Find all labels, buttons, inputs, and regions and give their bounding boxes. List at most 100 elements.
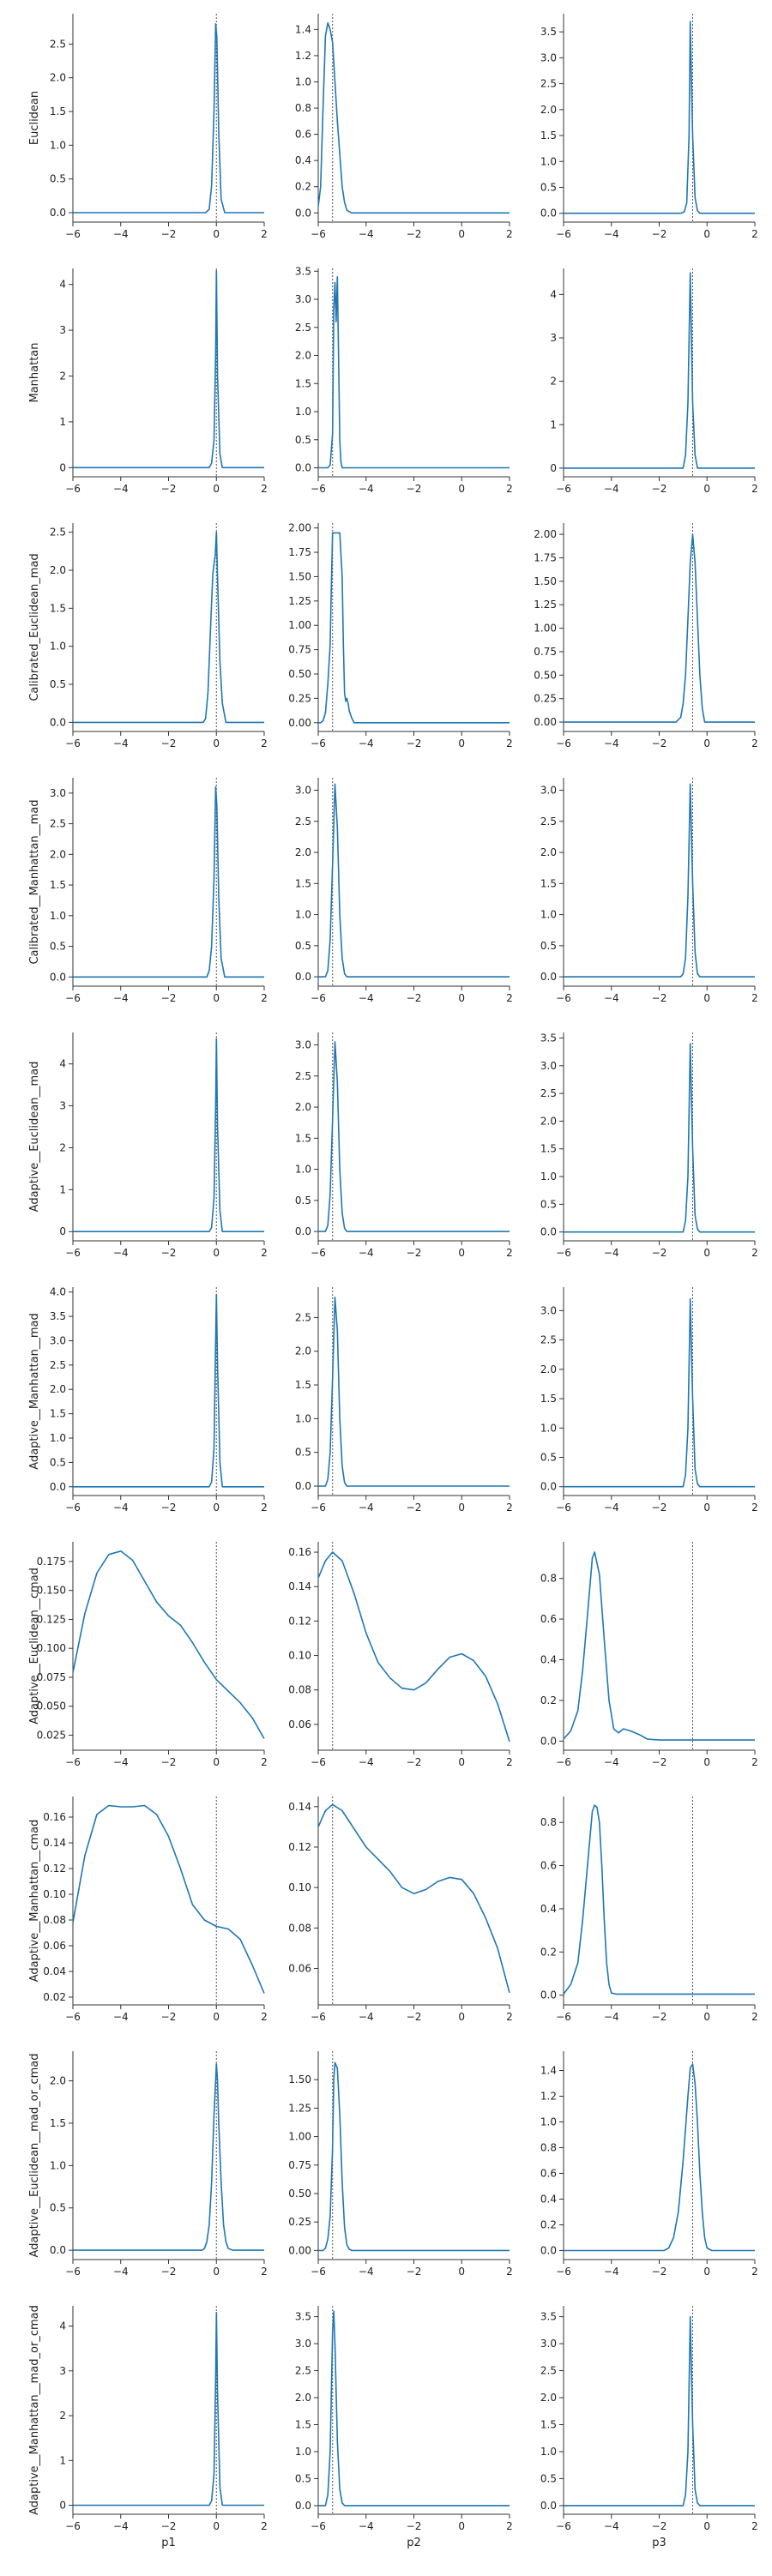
y-tick-label: 1.00 [534, 623, 557, 635]
x-tick-label: −6 [311, 1756, 326, 1768]
x-tick-label: −2 [161, 992, 177, 1004]
subplot-r8-c2: −6 −4 −2 0 2 0.0 0.2 0.4 0.6 0.8 1.0 1.2 1.4 [540, 2051, 758, 2278]
y-tick-label: 0.08 [288, 1922, 311, 1934]
y-tick-label: 1 [59, 1183, 66, 1195]
y-tick-label: 2.5 [50, 1359, 66, 1371]
y-tick-label: 2.5 [295, 1070, 311, 1082]
x-tick-label: 2 [261, 992, 268, 1004]
x-tick-label: −6 [65, 2520, 81, 2532]
y-tick-label: 1.00 [288, 619, 311, 631]
y-tick-label: 2.5 [540, 816, 557, 828]
y-tick-label: 0.0 [295, 971, 311, 983]
y-axis-label: Calibrated_Euclidean_mad [28, 553, 41, 701]
y-tick-label: 2.5 [295, 2365, 311, 2377]
x-tick-label: 0 [703, 2011, 710, 2023]
x-tick-label: −2 [161, 1502, 177, 1514]
density-line [563, 1804, 755, 1995]
y-tick-label: 0.25 [288, 2216, 311, 2228]
y-tick-label: 2.0 [540, 2392, 557, 2404]
y-tick-label: 2.0 [295, 2392, 311, 2404]
subplot-r1-c0: −6 −4 −2 0 2 0 1 2 3 4 Manhattan [28, 268, 268, 495]
y-tick-label: 0.06 [288, 1718, 311, 1730]
y-tick-label: 0.14 [43, 1837, 66, 1849]
x-tick-label: −6 [556, 2266, 571, 2278]
y-tick-label: 0.10 [43, 1888, 66, 1900]
y-tick-label: 2.0 [540, 846, 557, 858]
x-tick-label: 0 [213, 228, 220, 240]
y-tick-label: 0 [550, 462, 557, 474]
y-tick-label: 2.0 [50, 1383, 66, 1395]
x-tick-label: 0 [703, 1502, 710, 1514]
subplot-r8-c0: −6 −4 −2 0 2 0.0 0.5 1.0 1.5 2.0 Adaptive__Euclide… [28, 2051, 268, 2278]
x-tick-label: −2 [161, 483, 177, 495]
y-tick-label: 0.0 [295, 2500, 311, 2512]
density-line [564, 1043, 755, 1233]
x-tick-label: 0 [458, 2520, 465, 2532]
y-tick-label: 0.0 [50, 1481, 66, 1493]
x-tick-label: −2 [161, 2011, 177, 2023]
y-tick-label: 0.25 [288, 692, 311, 704]
density-line [564, 272, 755, 469]
x-tick-label: −6 [311, 2011, 326, 2023]
y-tick-label: 3 [59, 1100, 66, 1112]
x-tick-label: 2 [506, 1502, 513, 1514]
y-tick-label: 0.12 [43, 1863, 66, 1875]
x-tick-label: 0 [213, 1247, 220, 1259]
subplot-r1-c2: −6 −4 −2 0 2 0 1 2 3 4 [550, 268, 758, 495]
y-axis-label: Manhattan [28, 342, 41, 402]
x-tick-label: −6 [311, 1247, 326, 1259]
y-tick-label: 3.0 [540, 1304, 557, 1316]
y-tick-label: 1.0 [295, 909, 311, 921]
density-line [72, 1804, 265, 1994]
y-tick-label: 1.0 [295, 406, 311, 418]
y-tick-label: 1.0 [295, 1412, 311, 1424]
y-tick-label: 0.100 [37, 1642, 66, 1654]
density-line [317, 1803, 510, 1994]
y-tick-label: 0.125 [37, 1613, 66, 1625]
density-line [563, 1551, 755, 1741]
y-tick-label: 0.0 [540, 2500, 557, 2512]
y-tick-label: 3.5 [295, 265, 311, 277]
y-tick-label: 2.5 [540, 78, 557, 90]
x-tick-label: 2 [751, 992, 758, 1004]
y-tick-label: 0 [59, 461, 66, 473]
x-tick-label: −6 [311, 992, 326, 1004]
x-tick-label: 2 [751, 1502, 758, 1514]
y-tick-label: 0 [59, 1225, 66, 1237]
subplot-r5-c2: −6 −4 −2 0 2 0.0 0.5 1.0 1.5 2.0 2.5 3.0 [540, 1287, 758, 1514]
x-tick-label: −6 [311, 1502, 326, 1514]
x-tick-label: 2 [261, 1756, 268, 1768]
y-tick-label: 0.6 [295, 129, 311, 141]
x-tick-label: −2 [652, 2520, 667, 2532]
y-tick-label: 0.75 [288, 644, 311, 656]
y-tick-label: 2.00 [288, 522, 311, 534]
y-tick-label: 1.5 [540, 877, 557, 889]
x-axis-label: p2 [407, 2537, 421, 2549]
x-tick-label: 0 [213, 1502, 220, 1514]
x-tick-label: 2 [261, 737, 268, 749]
x-tick-label: 0 [213, 2011, 220, 2023]
y-tick-label: 0.14 [288, 1801, 311, 1813]
y-tick-label: 1.25 [534, 599, 557, 611]
x-tick-label: −2 [652, 992, 667, 1004]
x-tick-label: 2 [751, 2011, 758, 2023]
x-tick-label: 2 [506, 2520, 513, 2532]
y-tick-label: 0 [59, 2500, 66, 2512]
y-tick-label: 0.25 [534, 693, 557, 705]
y-tick-label: 1.0 [50, 641, 66, 653]
x-tick-label: −6 [65, 2011, 81, 2023]
y-tick-label: 2.0 [295, 846, 311, 858]
y-tick-label: 0.50 [288, 668, 311, 680]
density-line [318, 1297, 510, 1487]
y-tick-label: 0.4 [540, 2194, 557, 2206]
x-tick-label: 2 [506, 1756, 513, 1768]
x-tick-label: −2 [652, 2266, 667, 2278]
y-tick-label: 0.5 [50, 941, 66, 953]
y-tick-label: 2.0 [50, 72, 66, 84]
density-line [318, 783, 510, 978]
y-tick-label: 1.5 [295, 377, 311, 389]
x-tick-label: −4 [359, 1756, 374, 1768]
y-tick-label: 1.0 [540, 2446, 557, 2458]
x-tick-label: −2 [652, 483, 667, 495]
